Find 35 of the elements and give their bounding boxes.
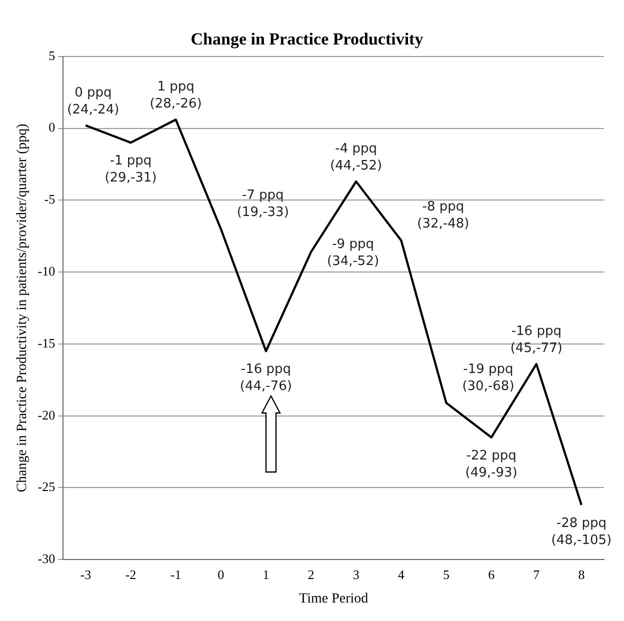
x-tick-label: 0 [218,566,224,582]
y-tick-label: -20 [38,407,56,422]
annotation: -22 ppq (49,-93) [465,448,518,480]
x-tick-label: 6 [488,566,496,582]
annotation: -4 ppq (44,-52) [330,141,382,174]
x-tick-label: 5 [442,566,450,582]
annotation: -9 ppq (34,-52) [326,236,380,269]
y-tick-label: -5 [44,192,56,207]
annotation: -16 ppq (45,-77) [510,324,562,356]
y-tick-label: -30 [38,551,56,566]
x-tick-label: 3 [352,566,360,582]
annotation: -1 ppq (29,-31) [104,154,157,186]
x-tick-label: 4 [398,566,405,582]
x-tick-label: -1 [170,566,182,582]
y-tick-label: 5 [48,48,56,63]
annotation: -7 ppq (19,-33) [236,188,289,220]
y-tick-label: 0 [48,120,56,135]
y-tick-label: -15 [38,335,56,350]
x-axis-title: Time Period [299,591,368,606]
y-axis-title: Change in Practice Productivity in patients/provider/quarter (ppq) [15,123,30,492]
x-tick-label: -3 [80,566,92,582]
annotation: -16 ppq (44,-76) [240,362,292,394]
x-tick-label: 2 [308,566,314,582]
annotation: -8 ppq (32,-48) [417,199,470,232]
annotation: -19 ppq (30,-68) [462,362,514,394]
x-tick-label: 7 [533,566,540,582]
y-tick-label: -25 [38,479,56,494]
annotation: 0 ppq (24,-24) [67,85,120,118]
annotation: -28 ppq (48,-105) [551,516,612,548]
x-tick-label: -2 [125,566,136,582]
y-tick-label: -10 [38,263,56,278]
chart-title: Change in Practice Productivity [190,30,424,49]
annotation: 1 ppq (28,-26) [150,80,202,112]
x-tick-label: 8 [578,566,585,582]
x-tick-label: 1 [262,566,270,582]
